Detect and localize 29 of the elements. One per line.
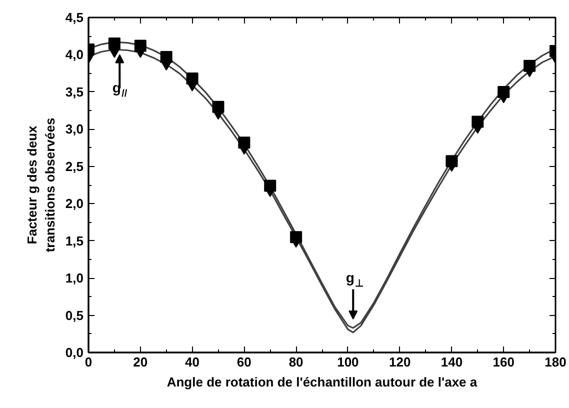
x-tick-label: 100 xyxy=(337,354,359,370)
x-axis-title: Angle de rotation de l'échantillon autour de l'axe a xyxy=(166,374,478,390)
y-tick-label: 0,0 xyxy=(65,345,84,360)
y-axis-title: Facteur g des deux transitions observées xyxy=(24,118,58,252)
y-tick-label: 3,5 xyxy=(65,84,84,100)
x-tick-label: 80 xyxy=(288,354,304,370)
y-tick-label: 2,0 xyxy=(65,196,84,212)
x-tick-label: 60 xyxy=(236,354,252,370)
annotation: g⊥ xyxy=(346,270,364,290)
point xyxy=(238,144,250,155)
x-tick-label: 140 xyxy=(440,354,463,370)
x-tick-label: 0 xyxy=(84,354,92,370)
x-tick-label: 20 xyxy=(133,354,148,370)
point xyxy=(446,161,458,172)
y-tick-label: 1,5 xyxy=(65,233,84,248)
x-tick-label: 120 xyxy=(388,354,411,370)
x-tick-label: 180 xyxy=(544,354,566,370)
point xyxy=(108,47,120,58)
y-tick-label: 0,5 xyxy=(65,308,84,323)
y-tick-label: 2,5 xyxy=(65,158,84,174)
y-tick-label: 4,5 xyxy=(65,10,84,25)
point xyxy=(160,60,172,71)
point xyxy=(212,109,224,120)
x-tick-label: 40 xyxy=(185,354,200,370)
point xyxy=(186,80,198,92)
y-tick-label: 1,0 xyxy=(65,270,84,286)
x-tick-label: 160 xyxy=(492,354,514,370)
y-tick-label: 4,0 xyxy=(65,47,84,62)
y-tick-label: 3,0 xyxy=(65,122,84,137)
